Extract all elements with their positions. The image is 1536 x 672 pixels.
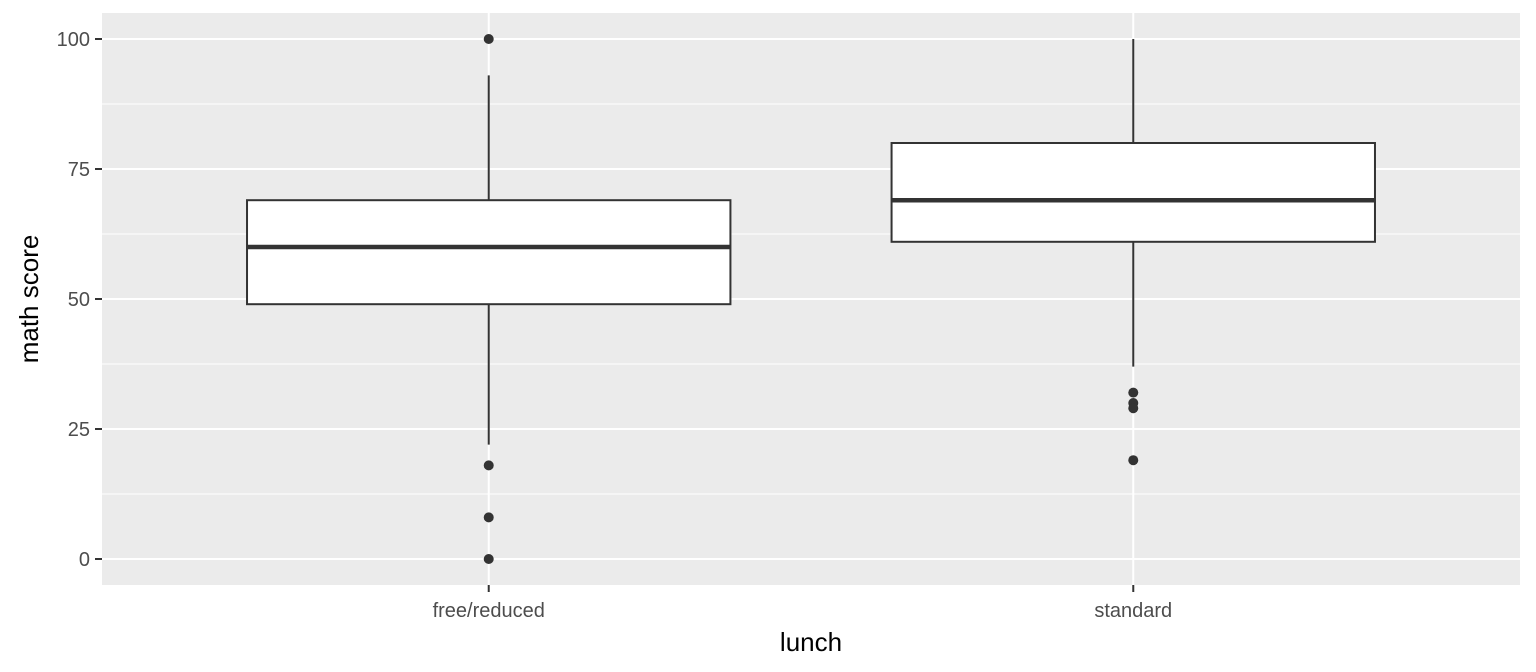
y-axis-title: math score: [14, 235, 44, 364]
y-axis: 0 25 50 75 100: [57, 29, 102, 571]
outlier-point: [1128, 387, 1139, 398]
outlier-point: [483, 554, 494, 564]
outlier-point: [483, 512, 494, 523]
box-body: [890, 142, 1376, 243]
y-tick-label: 0: [79, 549, 90, 571]
y-tick-label: 50: [68, 289, 90, 311]
outlier-point: [483, 460, 494, 471]
x-axis: free/reduced standard: [433, 585, 1172, 622]
y-tick-label: 75: [68, 159, 90, 181]
y-tick-label: 25: [68, 419, 90, 441]
outlier-point: [1128, 455, 1139, 466]
outlier-point: [483, 34, 494, 44]
box-body: [246, 199, 732, 306]
x-tick-label: standard: [1094, 600, 1172, 622]
x-tick-label: free/reduced: [433, 600, 545, 622]
boxes-layer: [246, 34, 1376, 564]
outlier-point: [1128, 403, 1139, 414]
y-tick-label: 100: [57, 29, 90, 51]
x-axis-title: lunch: [780, 627, 842, 657]
